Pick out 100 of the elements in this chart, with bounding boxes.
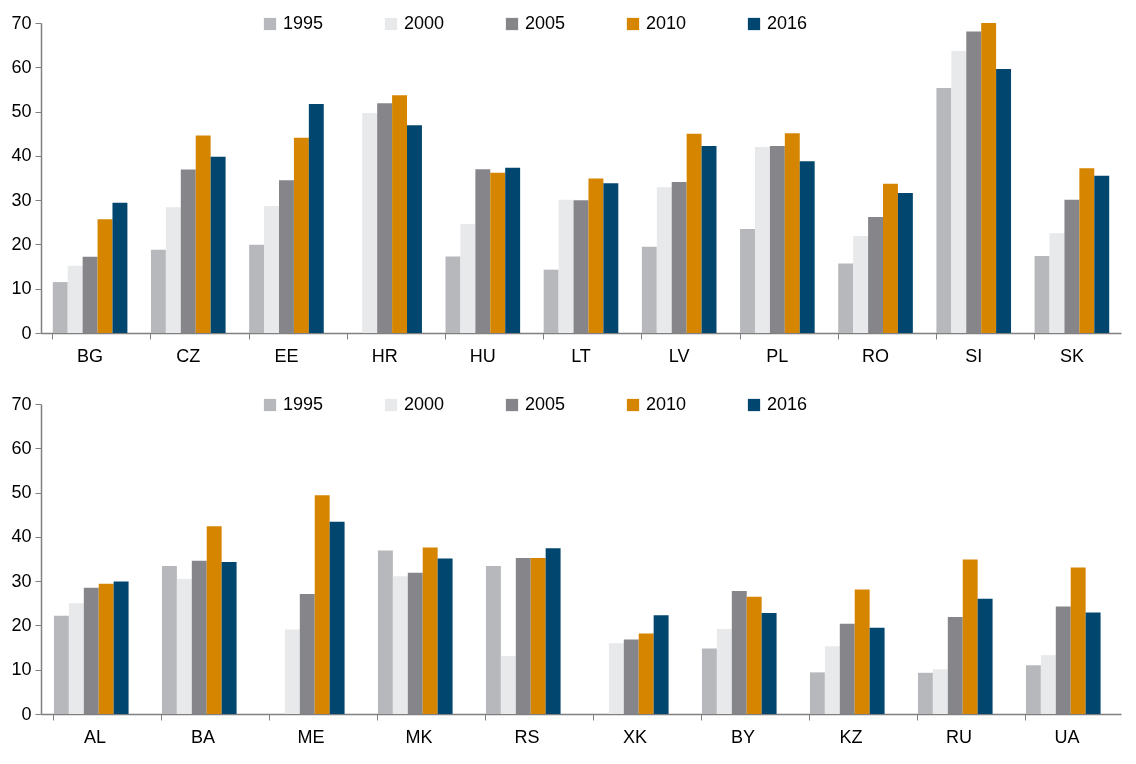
bar <box>264 205 279 333</box>
y-tick-label: 30 <box>11 570 32 591</box>
x-tick-label: LT <box>571 345 591 366</box>
bar <box>460 224 476 333</box>
bar <box>308 104 324 333</box>
bar <box>161 566 177 714</box>
bar <box>854 589 870 714</box>
bar <box>67 265 83 333</box>
bar <box>176 578 192 714</box>
bar <box>799 161 815 333</box>
bar <box>221 562 237 714</box>
bar <box>701 146 717 333</box>
bar <box>932 669 948 714</box>
y-tick-label: 20 <box>11 233 32 254</box>
bar <box>936 88 952 333</box>
x-tick-label: SK <box>1059 345 1084 366</box>
bar <box>996 69 1012 333</box>
y-tick-label: 60 <box>11 56 32 77</box>
bar <box>97 219 113 333</box>
bar <box>981 23 997 333</box>
bar <box>809 672 825 714</box>
bar <box>543 269 559 333</box>
bar <box>1049 233 1065 333</box>
bar <box>210 156 226 333</box>
bar <box>1034 255 1050 333</box>
bar <box>588 178 604 333</box>
bar <box>68 603 84 714</box>
bar <box>641 246 657 333</box>
x-tick-label: RS <box>514 726 540 747</box>
y-tick-label: 60 <box>11 437 32 458</box>
bar <box>52 282 68 333</box>
bar <box>314 495 330 714</box>
legend-label: 1995 <box>283 13 324 33</box>
x-tick-label: RO <box>862 345 890 366</box>
legend-label: 2016 <box>767 13 808 33</box>
bar <box>917 672 933 714</box>
bar <box>545 548 561 714</box>
bar <box>206 526 222 714</box>
x-tick-label: PL <box>766 345 789 366</box>
x-tick-label: KZ <box>839 726 863 747</box>
bar <box>1079 168 1095 333</box>
bar <box>362 112 378 333</box>
bar <box>485 566 501 714</box>
bar <box>392 576 408 714</box>
bar <box>869 627 885 714</box>
x-tick-label: BY <box>730 726 756 747</box>
bar <box>293 137 309 333</box>
bar <box>98 583 114 714</box>
x-tick-label: AL <box>83 726 107 747</box>
legend-label: 2005 <box>525 394 566 414</box>
bar <box>951 50 967 333</box>
bar <box>490 172 506 333</box>
bar <box>608 643 624 714</box>
bar <box>740 228 755 333</box>
bar <box>653 615 669 714</box>
bar <box>437 558 453 714</box>
bar <box>838 263 854 333</box>
bar <box>284 629 300 714</box>
bar <box>754 147 770 333</box>
x-tick-label: RU <box>946 726 972 747</box>
bar <box>824 646 840 714</box>
bar <box>1094 175 1110 333</box>
bar <box>445 256 461 333</box>
bar <box>638 633 654 714</box>
bar <box>656 187 672 333</box>
x-tick-label: CZ <box>176 345 201 366</box>
bar <box>500 655 516 714</box>
bar <box>505 167 521 333</box>
x-tick-label: ME <box>297 726 325 747</box>
bar <box>113 581 129 714</box>
x-tick-label: HU <box>469 345 496 366</box>
bar <box>686 133 702 333</box>
x-tick-label: XK <box>622 726 648 747</box>
x-tick-label: BG <box>77 345 104 366</box>
bar <box>761 613 777 714</box>
legend-label: 2005 <box>525 13 566 33</box>
bar <box>962 559 978 714</box>
bar <box>392 95 408 333</box>
bar <box>1070 567 1086 714</box>
legend-label: 2000 <box>404 13 445 33</box>
bar <box>1025 665 1041 714</box>
x-tick-label: MK <box>405 726 433 747</box>
x-tick-label: HR <box>371 345 398 366</box>
bar <box>883 183 898 333</box>
bar <box>112 202 128 333</box>
bar <box>150 249 166 333</box>
x-tick-label: BA <box>190 726 216 747</box>
y-tick-label: 70 <box>11 12 32 33</box>
x-tick-label: UA <box>1054 726 1080 747</box>
bar <box>603 183 619 333</box>
bar <box>853 236 869 333</box>
bar <box>249 244 265 333</box>
y-tick-label: 10 <box>11 659 32 680</box>
legend-label: 2016 <box>767 394 808 414</box>
x-tick-label: LV <box>668 345 690 366</box>
y-tick-label: 0 <box>21 703 32 724</box>
legend-label: 1995 <box>283 394 324 414</box>
y-tick-label: 10 <box>11 278 32 299</box>
x-tick-label: SI <box>965 345 983 366</box>
bar <box>1040 655 1056 714</box>
